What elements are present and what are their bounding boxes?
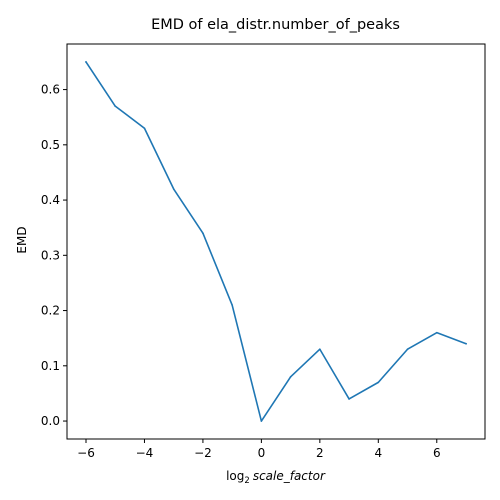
y-tick-label: 0.1 (41, 359, 60, 373)
y-tick-label: 0.2 (41, 304, 60, 318)
x-tick-label: 6 (433, 446, 441, 460)
y-tick-label: 0.5 (41, 138, 60, 152)
series-line (84, 60, 468, 422)
data-point (202, 232, 204, 235)
data-point (231, 304, 233, 306)
ticks: −6 −4 −2 0 2 4 6 0.0 0.1 0.2 0.3 0.4 0.5 0.6 (41, 83, 441, 460)
data-point (435, 331, 438, 334)
y-tick-label: 0.0 (41, 414, 60, 428)
data-point (319, 348, 321, 351)
x-tick-label: −6 (77, 446, 95, 460)
data-point (85, 61, 87, 63)
axes-frame (66, 43, 486, 440)
data-point (465, 342, 467, 345)
data-point (114, 105, 117, 107)
x-tick-label: 4 (374, 446, 382, 460)
data-point (406, 348, 409, 351)
x-tick-label: −2 (194, 446, 212, 460)
data-point (289, 376, 292, 378)
x-axis-label-prefix: log (226, 469, 244, 483)
x-tick-label: 2 (316, 446, 324, 460)
data-point (260, 420, 263, 422)
y-tick-label: 0.3 (41, 248, 60, 262)
data-point (377, 381, 380, 384)
x-axis-label-subscript: 2 (244, 476, 249, 486)
data-point (172, 188, 175, 190)
x-axis-label: log2 scale_factor (226, 469, 326, 486)
y-axis-label: EMD (15, 226, 29, 253)
x-axis-label-main: scale_factor (253, 469, 326, 483)
x-tick-label: 0 (258, 446, 266, 460)
x-tick-label: −4 (136, 446, 154, 460)
y-tick-label: 0.6 (41, 83, 60, 97)
chart-title: EMD of ela_distr.number_of_peaks (151, 17, 400, 33)
series-layer (84, 60, 468, 422)
data-point (143, 127, 146, 130)
data-point (348, 398, 350, 400)
y-tick-label: 0.4 (41, 193, 60, 207)
